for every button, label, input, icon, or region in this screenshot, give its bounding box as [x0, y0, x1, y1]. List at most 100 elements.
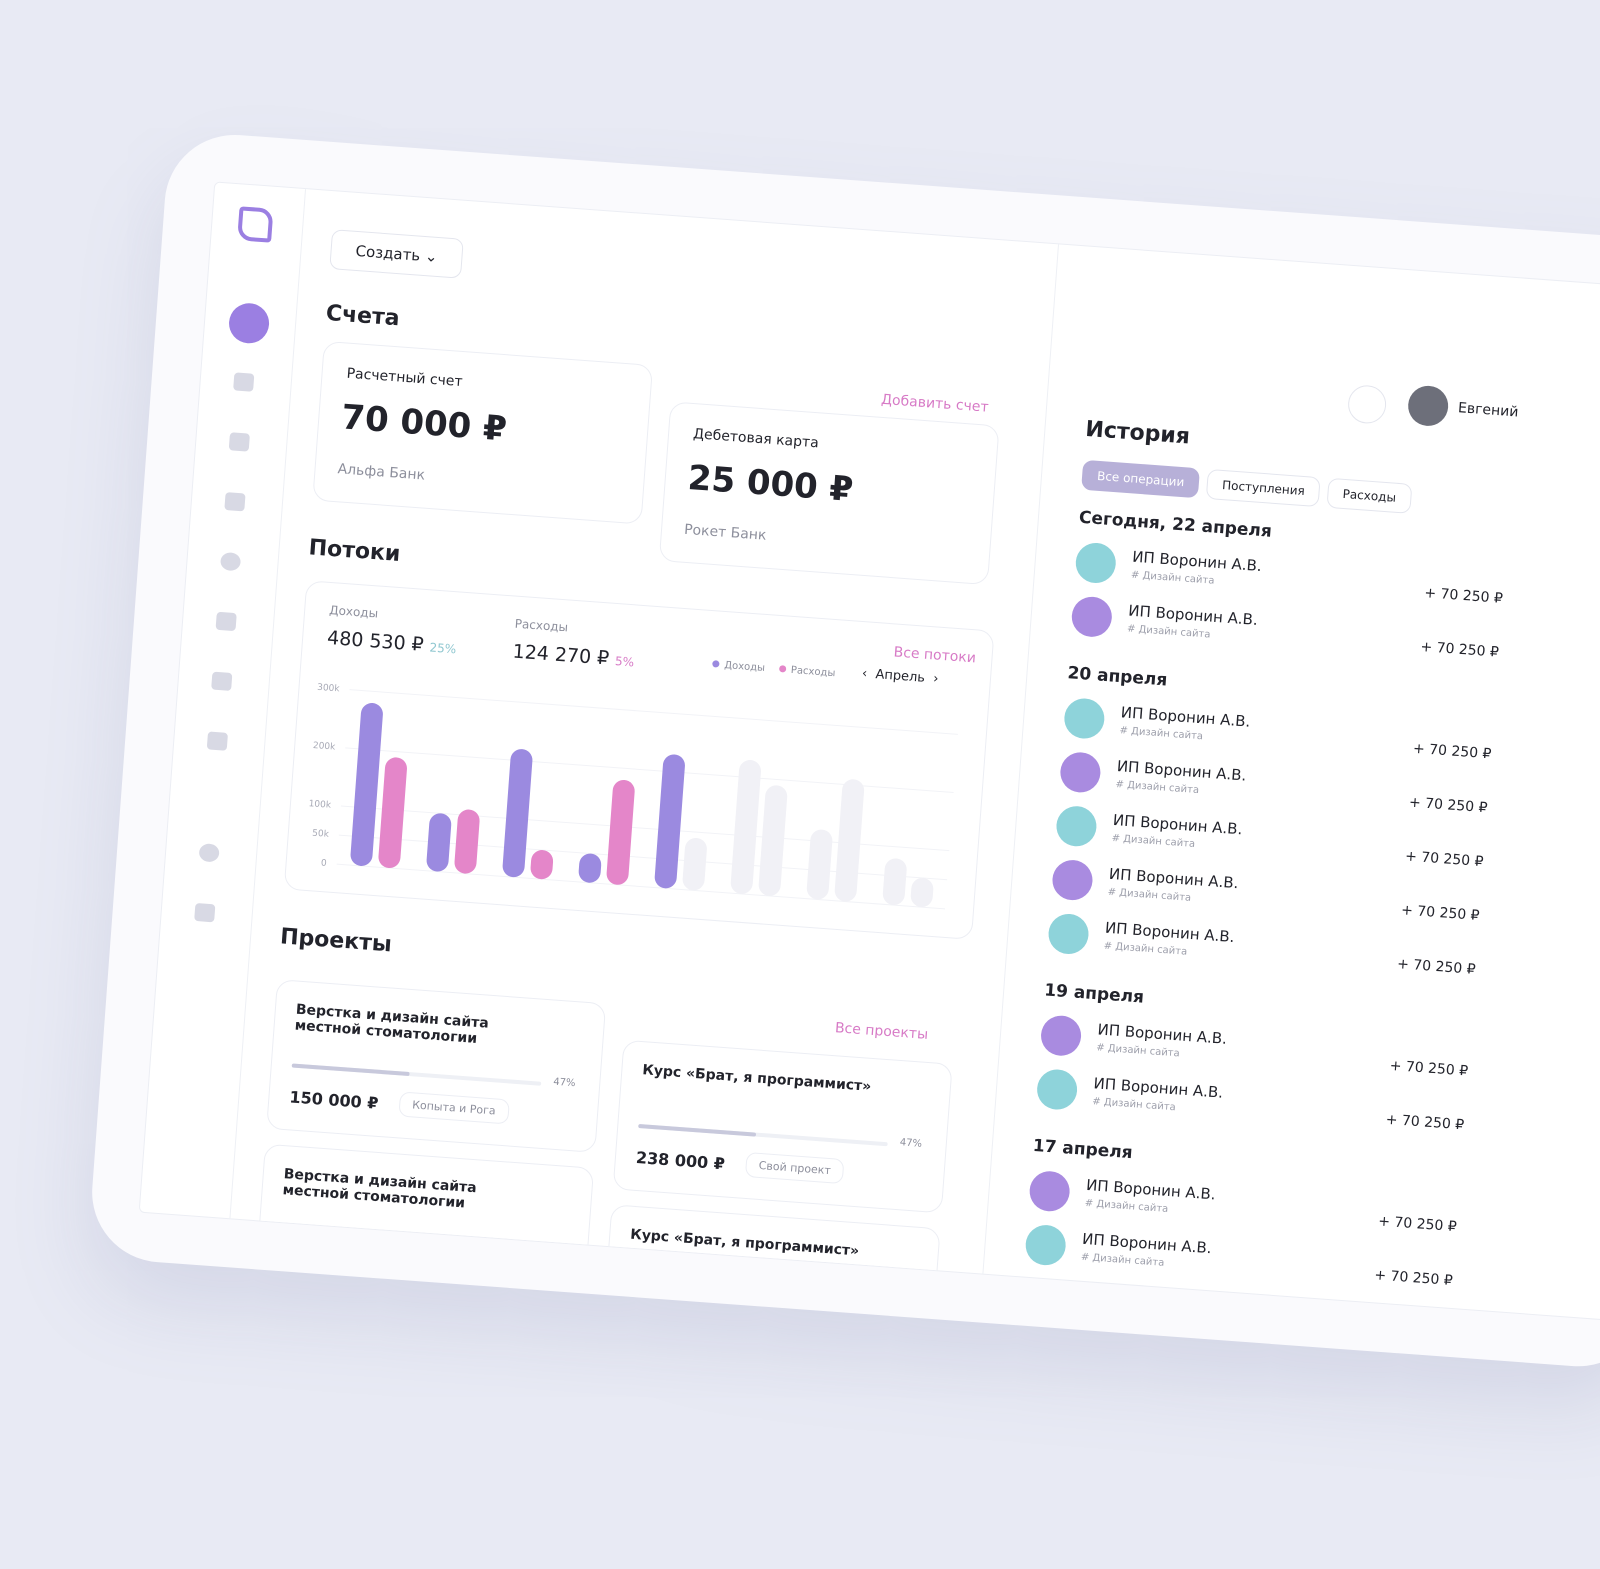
- legend-item: Доходы: [712, 659, 765, 674]
- nav-item[interactable]: [233, 372, 255, 392]
- operation-amount: + 70 250 ₽: [1419, 638, 1500, 661]
- flows-title: Потоки: [307, 535, 402, 567]
- progress-label: 47%: [552, 1076, 576, 1090]
- y-tick-label: 200k: [313, 741, 337, 753]
- main: Создать ⌄ Счета Добавить счет Расчетный …: [254, 191, 1023, 1324]
- tablet-frame: Создать ⌄ Счета Добавить счет Расчетный …: [87, 130, 1600, 1372]
- operation-icon: [1051, 858, 1094, 902]
- operation-tag: # Дизайн сайта: [1076, 1305, 1161, 1323]
- project-title: Верстка и дизайн сайта местной стоматоло…: [294, 1001, 490, 1047]
- nav-item[interactable]: [219, 551, 242, 572]
- history: Евгений История Все операции Поступления Р…: [982, 244, 1600, 1323]
- legend-swatch: [778, 665, 787, 673]
- flows-chart: 0 50k 100k 200k 300k: [308, 683, 958, 910]
- expense-change: 5%: [614, 654, 635, 670]
- project-card[interactable]: Курс «Брат, я программист» 47% 238 000 ₽ Св…: [612, 1039, 953, 1214]
- bar: [834, 779, 865, 902]
- legend-label: Расходы: [790, 664, 836, 680]
- logo[interactable]: [237, 206, 274, 243]
- account-card[interactable]: Дебетовая карта 25 000 ₽ Рокет Банк: [658, 401, 1000, 586]
- bar: [426, 813, 452, 872]
- history-tab[interactable]: Поступления: [1206, 468, 1321, 508]
- progress-track: [626, 1288, 876, 1311]
- add-account[interactable]: Добавить счет: [880, 391, 990, 416]
- create-button[interactable]: Создать ⌄: [329, 229, 464, 279]
- all-projects[interactable]: Все проекты: [834, 1020, 929, 1043]
- history-tab[interactable]: Расходы: [1326, 477, 1412, 514]
- operation-icon: [1035, 1068, 1079, 1111]
- project-card[interactable]: Верстка и дизайн сайта местной стоматоло…: [266, 979, 607, 1153]
- operation-icon: [1074, 541, 1118, 585]
- project-tag: Свой проект: [744, 1151, 845, 1185]
- income-label: Доходы: [328, 602, 379, 621]
- all-flows[interactable]: Все потоки: [893, 644, 977, 667]
- operation-tag: # Дизайн сайта: [1103, 940, 1188, 958]
- operation-amount: + 70 250 ₽: [1373, 1267, 1454, 1290]
- project-amount: 238 000 ₽: [635, 1147, 726, 1174]
- operation-tag: # Дизайн сайта: [1095, 1042, 1181, 1060]
- income: 480 530 ₽ 25%: [326, 627, 457, 658]
- progress-track: [291, 1063, 542, 1086]
- operation-amount: + 70 250 ₽: [1400, 902, 1481, 924]
- month-switch[interactable]: ‹ Апрель ›: [861, 666, 939, 687]
- operation-icon: [1062, 697, 1106, 740]
- y-tick-label: 0: [321, 859, 328, 869]
- notifications[interactable]: [1346, 384, 1388, 425]
- legend-label: Доходы: [723, 660, 766, 675]
- bar: [882, 858, 907, 906]
- operation-tag: # Дизайн сайта: [1119, 725, 1204, 743]
- operation-amount: + 70 250 ₽: [1377, 1213, 1458, 1236]
- accounts-title: Счета: [325, 300, 401, 332]
- operation-icon: [1070, 595, 1114, 639]
- user-name: Евгений: [1457, 400, 1519, 421]
- nav-item[interactable]: [228, 432, 250, 452]
- nav-item[interactable]: [215, 611, 237, 632]
- operation-tag: # Дизайн сайта: [1084, 1197, 1169, 1215]
- project-amount: 150 000 ₽: [288, 1087, 380, 1113]
- operation-amount: + 70 250 ₽: [1423, 585, 1504, 607]
- progress-label: 47%: [887, 1301, 911, 1315]
- account-card[interactable]: Расчетный счет 70 000 ₽ Альфа Банк: [312, 340, 654, 525]
- project-title: Курс «Брат, я программист»: [641, 1062, 872, 1095]
- nav-settings[interactable]: [198, 843, 220, 863]
- project-tag: Копыта и Рога: [398, 1091, 510, 1125]
- project-card[interactable]: Верстка и дизайн сайта местной стоматоло…: [254, 1143, 595, 1318]
- nav-logout[interactable]: [194, 902, 216, 923]
- bar: [530, 850, 554, 880]
- projects: Верстка и дизайн сайта местной стоматоло…: [254, 191, 1023, 1324]
- operation-icon: [1028, 1169, 1072, 1213]
- progress-bar: [291, 1063, 410, 1077]
- operation-amount: + 70 250 ₽: [1412, 740, 1492, 763]
- bar: [378, 757, 407, 869]
- bar: [454, 809, 480, 874]
- bar: [730, 760, 761, 894]
- operation-amount: + 70 250 ₽: [1370, 1321, 1449, 1323]
- projects-title: Проекты: [279, 924, 393, 958]
- bar: [606, 780, 635, 885]
- y-tick-label: 300k: [317, 683, 341, 695]
- nav-item[interactable]: [224, 492, 246, 512]
- operation-tag: # Дизайн сайта: [1080, 1251, 1165, 1269]
- nav-item[interactable]: [211, 671, 233, 691]
- bar: [654, 754, 685, 889]
- progress-track: [638, 1123, 888, 1147]
- operation-tag: # Дизайн сайта: [1130, 569, 1215, 587]
- progress-bar: [638, 1123, 756, 1137]
- project-title: Курс «Брат, я программист»: [629, 1226, 860, 1260]
- expense: 124 270 ₽ 5%: [512, 641, 635, 672]
- operation-icon: [1024, 1223, 1068, 1267]
- operation-icon: [1055, 804, 1098, 848]
- account-amount: 70 000 ₽: [339, 397, 509, 450]
- history-tab[interactable]: Все операции: [1081, 459, 1201, 499]
- avatar[interactable]: [1406, 384, 1450, 428]
- grid-line: [336, 863, 946, 910]
- income-change: 25%: [429, 640, 457, 657]
- nav-dashboard[interactable]: [227, 301, 271, 345]
- nav-item[interactable]: [206, 731, 229, 751]
- operation-icon: [1047, 912, 1090, 956]
- account-bank: Рокет Банк: [683, 521, 767, 544]
- project-card[interactable]: Курс «Брат, я программист» 47% 238 000 ₽ Св…: [600, 1204, 941, 1324]
- history-list: История Все операции Поступления Расходы С…: [1020, 417, 1586, 1323]
- progress-label: 47%: [540, 1241, 564, 1254]
- project-tag: Копыта и Рога: [386, 1255, 498, 1289]
